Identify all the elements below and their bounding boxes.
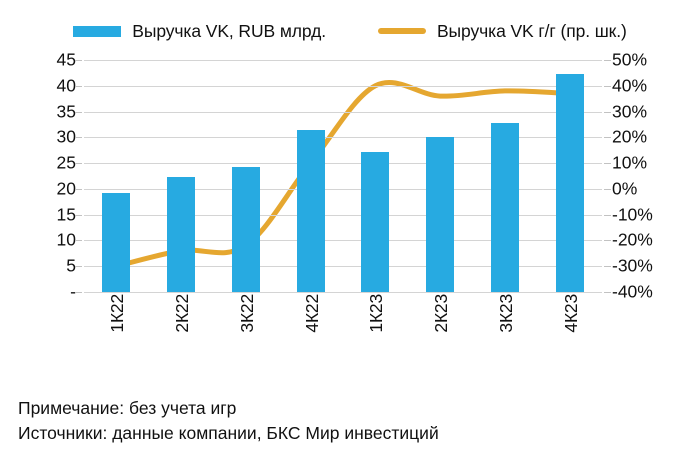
gridline bbox=[84, 214, 602, 216]
legend-bar-swatch-icon bbox=[73, 25, 122, 37]
footnote-note: Примечание: без учета игр bbox=[18, 398, 237, 418]
legend-label-revenue: Выручка VK, RUB млрд. bbox=[132, 20, 326, 41]
category-axis-labels: 1К22 2К22 3К22 4К22 1К23 2К23 3К23 4К23 bbox=[84, 294, 602, 364]
left-axis-tickmark bbox=[75, 292, 82, 293]
category-label-4К23: 4К23 bbox=[560, 294, 581, 333]
right-axis-tickmark bbox=[604, 137, 611, 139]
right-axis-tick-label: -40% bbox=[612, 281, 653, 302]
right-axis-tick-label: -10% bbox=[612, 203, 653, 224]
right-axis-tick-label: 10% bbox=[612, 152, 648, 173]
right-axis-tick-label: 0% bbox=[612, 178, 638, 199]
left-axis-tick-label: - bbox=[70, 281, 76, 302]
right-axis-tickmark bbox=[604, 188, 611, 190]
right-axis-tick-label: 50% bbox=[612, 49, 648, 70]
left-axis-tickmark bbox=[75, 137, 82, 139]
bar-3К23 bbox=[490, 122, 519, 292]
category-label-2К22: 2К22 bbox=[172, 294, 193, 333]
left-axis-tickmark bbox=[75, 111, 82, 113]
right-percent-axis: -40% -30% -20% -10% 0% 10% 20% 30% 40% 50% bbox=[612, 51, 688, 300]
left-axis-tick-label: 40 bbox=[56, 75, 76, 96]
gridline bbox=[84, 188, 602, 190]
left-axis-tick-label: 10 bbox=[56, 229, 76, 250]
gridline bbox=[84, 266, 602, 268]
left-axis-tick-label: 45 bbox=[56, 49, 76, 70]
chart-legend: Выручка VK, RUB млрд. Выручка VK г/г (пр… bbox=[0, 14, 700, 48]
right-axis-tickmark bbox=[604, 85, 611, 87]
right-axis-tick-label: -30% bbox=[612, 255, 653, 276]
gridline bbox=[84, 292, 602, 293]
left-axis-tick-label: 15 bbox=[56, 203, 76, 224]
category-label-3К23: 3К23 bbox=[495, 294, 516, 333]
legend-entry-revenue: Выручка VK, RUB млрд. bbox=[73, 21, 326, 42]
category-label-2К23: 2К23 bbox=[431, 294, 452, 333]
bar-1К23 bbox=[361, 151, 390, 292]
left-axis-tick-label: 5 bbox=[66, 255, 76, 276]
chart-plot-wrapper: - 5 10 15 20 25 30 35 40 45 -40% -30% -20% -10% 0% 10%… bbox=[0, 51, 700, 300]
left-axis-tickmark bbox=[75, 188, 82, 190]
category-label-4К22: 4К22 bbox=[301, 294, 322, 333]
left-axis-tickmark bbox=[75, 85, 82, 87]
left-axis-tickmark bbox=[75, 266, 82, 268]
bar-4К23 bbox=[555, 74, 584, 292]
right-axis-tickmark bbox=[604, 111, 611, 113]
growth-line-series bbox=[113, 79, 573, 269]
left-axis-tick-label: 20 bbox=[56, 178, 76, 199]
right-axis-tick-label: 20% bbox=[612, 126, 648, 147]
left-axis-tick-label: 25 bbox=[56, 152, 76, 173]
legend-line-swatch-icon bbox=[377, 28, 426, 34]
left-axis-tick-label: 30 bbox=[56, 126, 76, 147]
right-axis-tick-label: 30% bbox=[612, 100, 648, 121]
left-axis-tickmark bbox=[75, 214, 82, 216]
right-axis-tickmark bbox=[604, 240, 611, 242]
footnote-sources: Источники: данные компании, БКС Мир инве… bbox=[18, 423, 439, 444]
left-axis-tickmark bbox=[75, 163, 82, 165]
right-axis-tick-label: 40% bbox=[612, 75, 648, 96]
gridline bbox=[84, 163, 602, 165]
bar-3К22 bbox=[231, 167, 260, 292]
right-axis-tick-label: -20% bbox=[612, 229, 653, 250]
bar-1К22 bbox=[102, 192, 131, 292]
legend-label-growth: Выручка VK г/г (пр. шк.) bbox=[436, 20, 627, 41]
left-axis-tickmark bbox=[75, 60, 82, 61]
right-axis-tickmark bbox=[604, 60, 611, 61]
left-axis-tick-label: 35 bbox=[56, 100, 76, 121]
legend-entry-growth: Выручка VK г/г (пр. шк.) bbox=[377, 20, 627, 42]
gridline bbox=[84, 85, 602, 87]
right-axis-tickmark bbox=[604, 214, 611, 216]
gridline bbox=[84, 240, 602, 242]
chart-footnotes: Примечание: без учета игр Источники: дан… bbox=[18, 396, 682, 447]
bar-2К22 bbox=[167, 177, 196, 292]
gridline bbox=[84, 111, 602, 113]
right-axis-tickmark bbox=[604, 292, 611, 293]
left-axis-tickmark bbox=[75, 240, 82, 242]
bar-2К23 bbox=[426, 136, 455, 292]
right-axis-tickmark bbox=[604, 266, 611, 268]
category-label-3К22: 3К22 bbox=[236, 294, 257, 333]
gridline bbox=[84, 137, 602, 139]
category-label-1К22: 1К22 bbox=[107, 294, 128, 333]
gridline bbox=[84, 60, 602, 61]
left-value-axis: - 5 10 15 20 25 30 35 40 45 bbox=[18, 51, 76, 300]
bar-4К22 bbox=[296, 130, 325, 292]
right-axis-tickmark bbox=[604, 163, 611, 165]
plot-area bbox=[75, 60, 611, 293]
category-label-1К23: 1К23 bbox=[366, 294, 387, 333]
